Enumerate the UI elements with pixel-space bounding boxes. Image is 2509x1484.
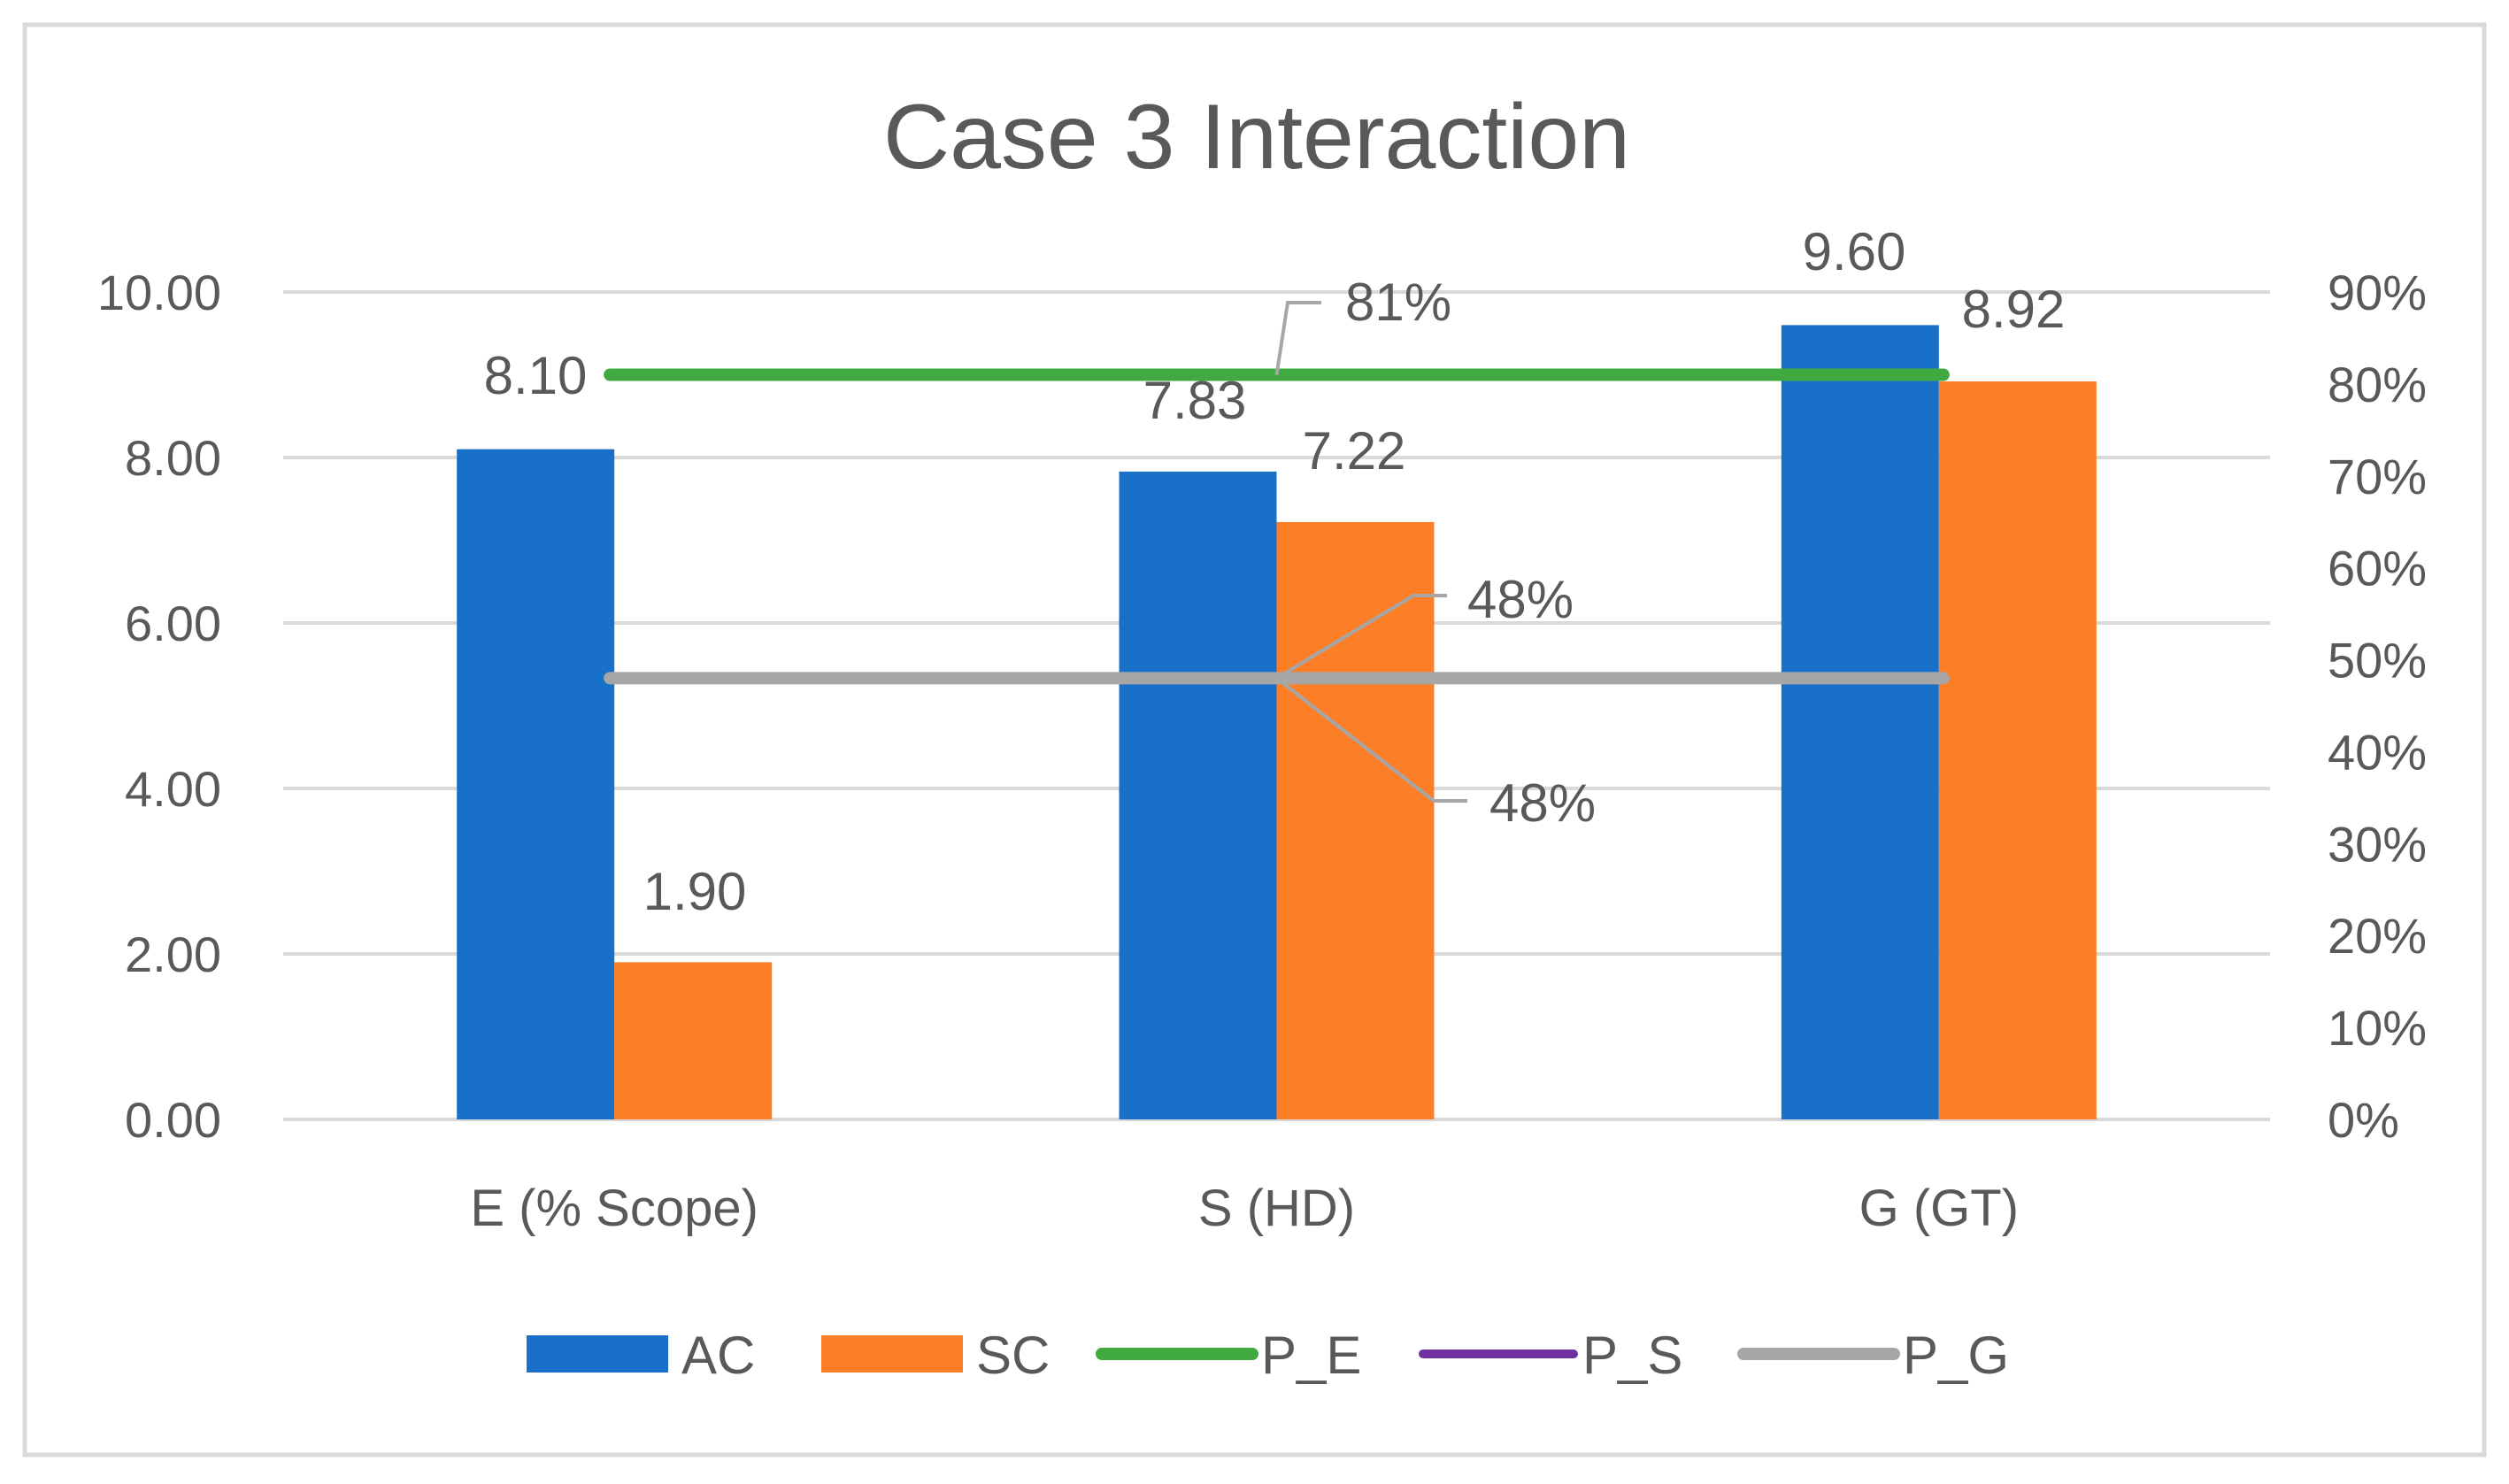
left-tick-label: 10.00 — [97, 265, 221, 320]
leader-line — [1274, 301, 1321, 375]
data-label-sc: 1.90 — [643, 862, 747, 921]
chart-title: Case 3 Interaction — [883, 86, 1630, 188]
category-label: S (HD) — [1198, 1180, 1355, 1237]
legend-label-p-g: P_G — [1903, 1326, 2009, 1385]
right-tick-label: 80% — [2328, 357, 2427, 412]
bar-sc — [1938, 381, 2097, 1120]
legend-label-ac: AC — [681, 1326, 755, 1385]
bar-series — [457, 325, 2097, 1120]
right-tick-label: 10% — [2328, 1000, 2427, 1056]
data-label-p-g: 48% — [1489, 773, 1596, 833]
data-label-sc: 8.92 — [1962, 280, 2066, 339]
right-tick-label: 20% — [2328, 908, 2427, 964]
left-tick-label: 0.00 — [125, 1092, 221, 1148]
right-tick-label: 70% — [2328, 449, 2427, 504]
left-axis-ticks: 0.00 2.00 4.00 6.00 8.00 10.00 — [97, 265, 221, 1148]
data-label-ac: 8.10 — [484, 346, 588, 405]
legend-label-p-s: P_S — [1582, 1326, 1682, 1385]
legend-swatch-sc — [821, 1335, 963, 1373]
legend-label-sc: SC — [976, 1326, 1050, 1385]
right-tick-label: 0% — [2328, 1092, 2399, 1148]
data-label-ac: 7.83 — [1143, 371, 1247, 430]
right-tick-label: 50% — [2328, 633, 2427, 688]
bar-ac — [1119, 471, 1277, 1119]
legend-swatch-ac — [527, 1335, 668, 1373]
left-tick-label: 4.00 — [125, 761, 221, 817]
leader-line — [1275, 676, 1467, 803]
data-label-p-e: 81% — [1345, 273, 1451, 332]
right-tick-label: 90% — [2328, 265, 2427, 320]
left-tick-label: 6.00 — [125, 596, 221, 651]
left-tick-label: 8.00 — [125, 430, 221, 486]
right-tick-label: 40% — [2328, 724, 2427, 780]
data-label-sc: 7.22 — [1303, 421, 1406, 481]
bar-sc — [614, 962, 773, 1119]
right-tick-label: 60% — [2328, 541, 2427, 596]
category-label: G (GT) — [1859, 1180, 2019, 1237]
category-label: E (% Scope) — [470, 1180, 758, 1237]
category-labels: E (% Scope) S (HD) G (GT) — [470, 1180, 2019, 1237]
legend: AC SC P_E P_S P_G — [527, 1326, 2009, 1385]
bar-ac — [1781, 325, 1939, 1119]
data-label-p-s: 48% — [1467, 570, 1574, 629]
data-labels: 8.10 7.83 9.60 1.90 7.22 8.92 81% 48% 48% — [484, 222, 2066, 921]
bar-ac — [457, 449, 615, 1119]
left-tick-label: 2.00 — [125, 927, 221, 982]
right-tick-label: 30% — [2328, 816, 2427, 872]
bar-sc — [1276, 521, 1435, 1119]
data-label-ac: 9.60 — [1803, 222, 1906, 281]
legend-label-p-e: P_E — [1261, 1326, 1361, 1385]
leader-line — [1275, 594, 1447, 680]
right-axis-ticks: 0% 10% 20% 30% 40% 50% 60% 70% 80% 90% — [2328, 265, 2427, 1148]
